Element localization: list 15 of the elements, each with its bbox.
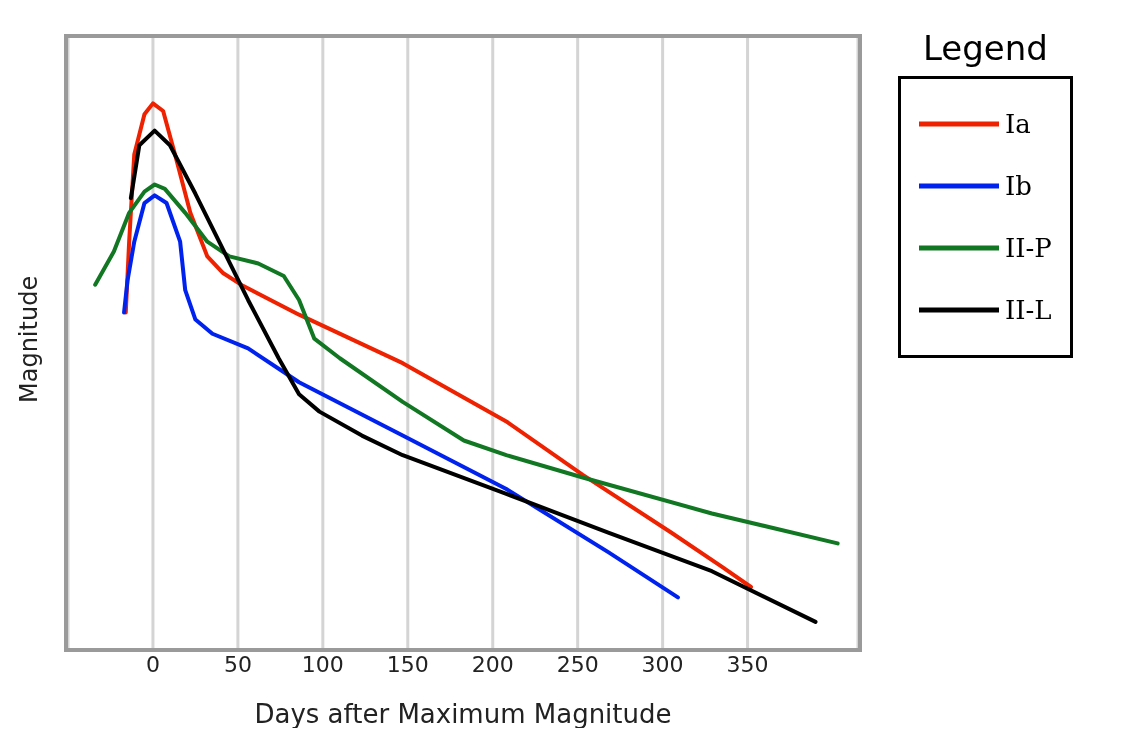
y-axis-title: Magnitude xyxy=(14,275,43,403)
legend-label: Ib xyxy=(1005,171,1032,201)
x-tick-label: 350 xyxy=(726,651,769,677)
legend-label: II-L xyxy=(1005,295,1052,325)
x-tick-label: 150 xyxy=(386,651,429,677)
legend-label: Ia xyxy=(1005,109,1031,139)
x-tick-label: 100 xyxy=(301,651,344,677)
x-tick-label: 300 xyxy=(641,651,684,677)
legend-title: Legend xyxy=(921,28,1049,68)
x-tick-label: 0 xyxy=(145,651,160,677)
legend-label: II-P xyxy=(1005,233,1052,263)
x-axis-title: Days after Maximum Magnitude xyxy=(254,699,672,729)
x-tick-label: 200 xyxy=(471,651,514,677)
x-tick-label: 50 xyxy=(223,651,252,677)
x-tick-label: 250 xyxy=(556,651,599,677)
